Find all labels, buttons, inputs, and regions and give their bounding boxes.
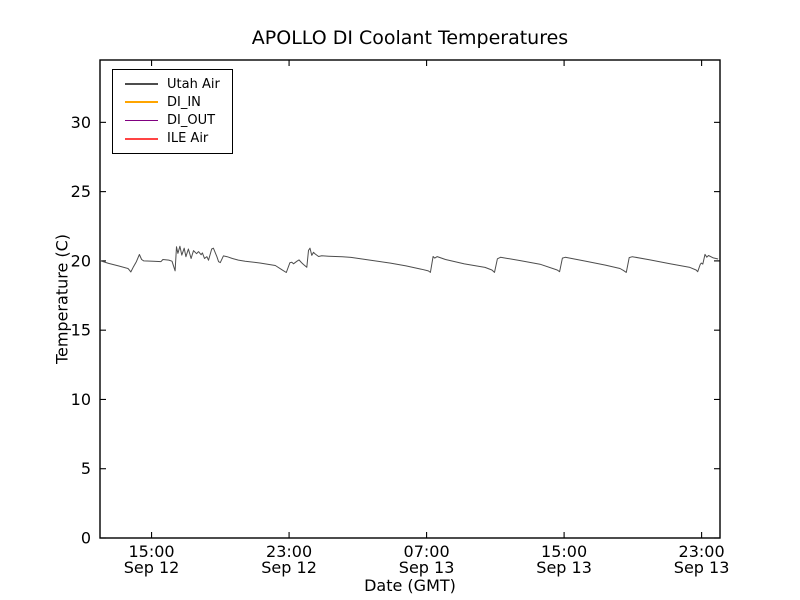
x-tick-label-date: Sep 13 bbox=[536, 558, 592, 577]
x-tick-label-time: 23:00 bbox=[266, 542, 312, 561]
y-tick-label: 0 bbox=[81, 529, 91, 548]
legend-label-di-in: DI_IN bbox=[167, 94, 201, 110]
x-tick-label-time: 15:00 bbox=[129, 542, 175, 561]
x-tick-label-time: 23:00 bbox=[679, 542, 725, 561]
x-tick-label-date: Sep 13 bbox=[399, 558, 455, 577]
legend-label-utah-air: Utah Air bbox=[167, 76, 220, 92]
chart-title: APOLLO DI Coolant Temperatures bbox=[251, 27, 569, 49]
series-line-utah-air bbox=[99, 245, 719, 273]
x-tick-label-date: Sep 12 bbox=[261, 558, 317, 577]
x-tick-label-time: 07:00 bbox=[404, 542, 450, 561]
legend-label-ile-air: ILE Air bbox=[167, 131, 209, 147]
x-tick-label-time: 15:00 bbox=[541, 542, 587, 561]
legend-line-sample-di-in bbox=[125, 101, 158, 104]
legend-line-sample-di-out bbox=[125, 119, 158, 122]
axes-frame bbox=[99, 59, 721, 539]
legend-item-di-out: DI_OUT bbox=[125, 111, 223, 129]
x-tick-label-date: Sep 12 bbox=[124, 558, 180, 577]
legend: Utah Air DI_IN DI_OUT ILE Air bbox=[112, 69, 233, 154]
y-tick-label: 20 bbox=[71, 251, 91, 270]
legend-item-di-in: DI_IN bbox=[125, 93, 223, 111]
x-axis-label: Date (GMT) bbox=[364, 576, 456, 595]
legend-label-di-out: DI_OUT bbox=[167, 112, 216, 128]
legend-item-ile-air: ILE Air bbox=[125, 130, 223, 148]
y-tick-label: 25 bbox=[71, 182, 91, 201]
y-tick-label: 15 bbox=[71, 321, 91, 340]
y-tick-label: 10 bbox=[71, 390, 91, 409]
y-tick-label: 5 bbox=[81, 459, 91, 478]
y-tick-label: 30 bbox=[71, 113, 91, 132]
x-tick-label-date: Sep 13 bbox=[674, 558, 730, 577]
legend-item-utah-air: Utah Air bbox=[125, 75, 223, 93]
legend-line-sample-utah-air bbox=[125, 83, 158, 85]
legend-line-sample-ile-air bbox=[125, 137, 158, 140]
